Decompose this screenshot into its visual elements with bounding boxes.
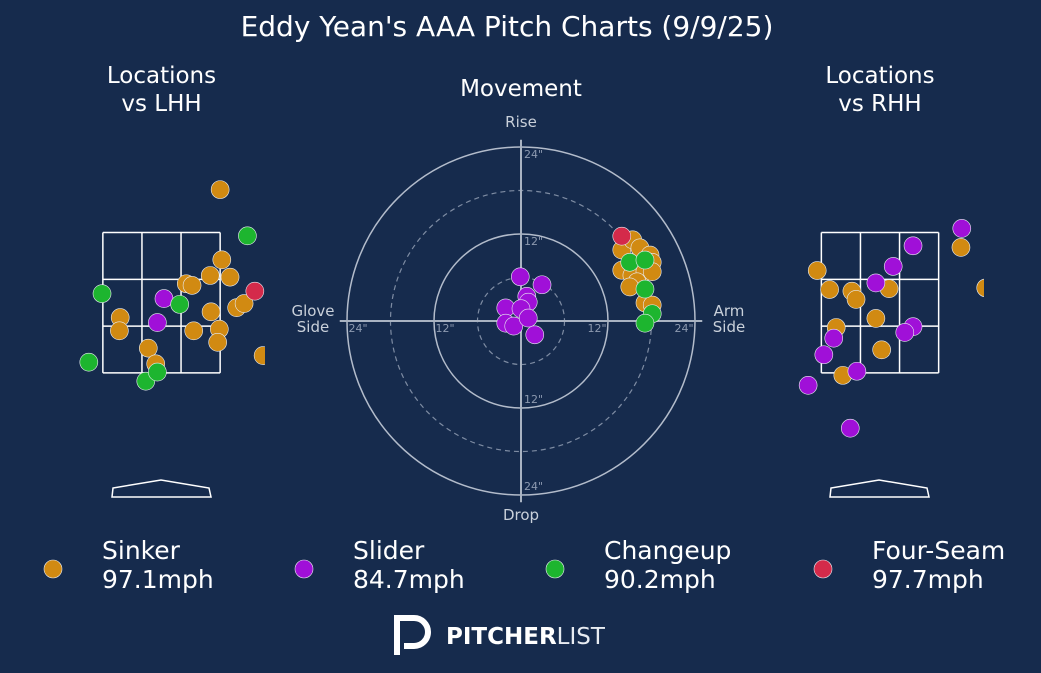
pitch-dot bbox=[824, 328, 844, 348]
ring-label: 12" bbox=[524, 393, 543, 406]
pitches bbox=[496, 226, 662, 345]
pitch-dot bbox=[518, 308, 538, 328]
pitch-dot bbox=[635, 279, 655, 299]
pitch-dot bbox=[148, 362, 167, 382]
pitch-dot bbox=[154, 289, 174, 308]
pitch-dot bbox=[208, 333, 227, 352]
pitch-dot bbox=[840, 418, 860, 438]
ring-label: 24" bbox=[524, 480, 543, 493]
pitch-dot bbox=[210, 180, 230, 199]
legend-marker bbox=[294, 559, 314, 579]
pitch-dot bbox=[212, 250, 232, 270]
legend-marker bbox=[43, 559, 63, 579]
ring-label: 12" bbox=[587, 322, 606, 335]
logo-light: LIST bbox=[557, 624, 606, 650]
panel-title: Locations vs LHH bbox=[106, 63, 217, 117]
axis-label: Drop bbox=[502, 506, 540, 524]
logo: PITCHERLIST bbox=[394, 615, 606, 655]
pitch-dot bbox=[846, 290, 866, 309]
legend-speed: 97.1mph bbox=[102, 565, 214, 594]
pitch-dot bbox=[138, 338, 158, 358]
axis-label: Arm Side bbox=[712, 302, 746, 336]
pitch-dot bbox=[903, 236, 923, 256]
pitch-dot bbox=[201, 302, 221, 322]
pitch-dot bbox=[510, 267, 530, 287]
pitch-dot bbox=[612, 226, 632, 246]
ring-label: 12" bbox=[435, 322, 454, 335]
logo-icon bbox=[394, 615, 431, 655]
home-plate bbox=[829, 479, 930, 498]
pitch-dot bbox=[182, 276, 202, 295]
pitch-dot bbox=[814, 345, 834, 365]
ring-label: 12" bbox=[524, 235, 543, 248]
legend-name: Changeup bbox=[604, 536, 732, 565]
pitch-dot bbox=[92, 284, 112, 303]
legend-name: Four-Seam bbox=[872, 536, 1006, 565]
panel-title: Locations vs RHH bbox=[825, 63, 935, 117]
pitch-dot bbox=[200, 266, 220, 285]
pitch-dot bbox=[895, 323, 915, 342]
legend-marker bbox=[545, 559, 565, 579]
pitch-dot bbox=[148, 313, 167, 332]
pitch-dot bbox=[220, 267, 240, 287]
ring-label: 24" bbox=[348, 322, 367, 335]
pitch-dot bbox=[976, 278, 984, 298]
pitch-dot bbox=[635, 250, 655, 270]
pitch-dot bbox=[532, 275, 552, 295]
legend-speed: 97.7mph bbox=[872, 565, 984, 594]
pitch-dot bbox=[504, 316, 524, 336]
logo-text: PITCHERLIST bbox=[446, 624, 606, 650]
pitch-dot bbox=[951, 238, 971, 257]
logo-bold: PITCHER bbox=[446, 624, 557, 650]
legend-name: Slider bbox=[353, 536, 425, 565]
pitch-dot bbox=[79, 352, 99, 372]
pitch-dot bbox=[253, 346, 265, 365]
pitch-dot bbox=[635, 313, 655, 333]
pitches bbox=[79, 180, 265, 391]
legend-speed: 84.7mph bbox=[353, 565, 465, 594]
pitch-dot bbox=[883, 257, 903, 276]
panel-title: Movement bbox=[460, 76, 582, 102]
pitch-dot bbox=[234, 294, 254, 313]
pitch-dot bbox=[245, 281, 265, 301]
pitch-dot bbox=[952, 219, 972, 238]
legend-marker bbox=[813, 559, 833, 579]
pitch-dot bbox=[872, 340, 891, 360]
ring-label: 24" bbox=[674, 322, 693, 335]
legend-speed: 90.2mph bbox=[604, 565, 716, 594]
pitch-dot bbox=[110, 321, 129, 341]
pitch-dot bbox=[798, 375, 818, 395]
pitch-dot bbox=[866, 309, 886, 328]
axis-label: Rise bbox=[505, 113, 537, 131]
pitch-dot bbox=[866, 273, 886, 293]
pitches bbox=[798, 219, 984, 438]
pitch-dot bbox=[238, 226, 257, 246]
home-plate bbox=[111, 479, 212, 498]
main-title: Eddy Yean's AAA Pitch Charts (9/9/25) bbox=[241, 10, 774, 43]
pitch-dot bbox=[847, 361, 867, 381]
ring-label: 24" bbox=[524, 148, 543, 161]
pitch-dot bbox=[184, 321, 204, 341]
axis-label: Glove Side bbox=[291, 302, 335, 336]
pitch-dot bbox=[525, 325, 545, 345]
legend-name: Sinker bbox=[102, 536, 180, 565]
pitch-dot bbox=[807, 261, 827, 280]
pitch-dot bbox=[170, 295, 189, 314]
pitch-dot bbox=[820, 280, 839, 299]
